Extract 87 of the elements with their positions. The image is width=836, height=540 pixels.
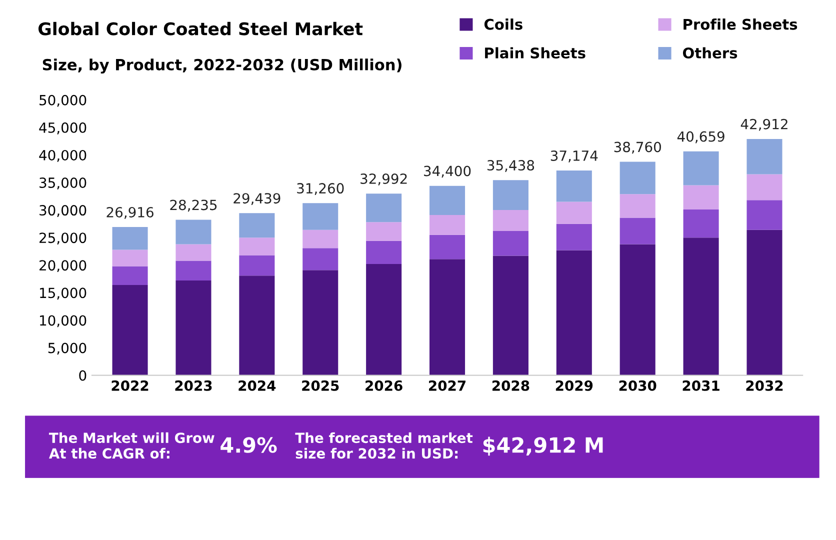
- y-tick-label: 5,000: [48, 342, 86, 355]
- total-label: 34,400: [424, 166, 471, 178]
- y-tick-label: 50,000: [40, 94, 86, 107]
- bar: [239, 255, 275, 276]
- legend-label: Plain Sheets: [485, 47, 586, 59]
- bar: [112, 227, 148, 250]
- bar: [556, 224, 592, 250]
- total-label: 42,912: [740, 118, 788, 131]
- text: $42,912 M: [483, 436, 603, 456]
- bar: [620, 194, 656, 218]
- x-tick-label: 2032: [746, 380, 783, 391]
- bar: [746, 230, 782, 376]
- bar: [556, 202, 592, 224]
- total-label: 40,659: [677, 131, 724, 144]
- chart-subtitle: Size, by Product, 2022-2032 (USD Million): [42, 58, 402, 74]
- total-label: 28,235: [170, 200, 217, 212]
- x-tick-label: 2025: [302, 380, 339, 391]
- bar: [302, 230, 338, 248]
- bar: [176, 260, 212, 281]
- total-label: 26,916: [106, 206, 154, 219]
- bar: [492, 230, 528, 256]
- x-tick-label: 2026: [366, 380, 402, 391]
- bar: [620, 162, 656, 194]
- y-tick-label: 0: [79, 370, 86, 381]
- total-label: 38,760: [614, 142, 661, 154]
- bar: [746, 138, 782, 174]
- bar: [302, 248, 338, 270]
- bar: [239, 238, 275, 256]
- bar: [366, 222, 402, 241]
- bar: [429, 259, 466, 376]
- bar: [429, 215, 466, 235]
- total-label: 32,992: [360, 174, 407, 186]
- x-tick-label: 2022: [112, 380, 148, 391]
- bar: [112, 284, 148, 376]
- bar: [683, 210, 719, 238]
- bar: [683, 151, 719, 186]
- total-label: 37,174: [550, 150, 598, 162]
- bar: [620, 244, 656, 376]
- x-tick-label: 2029: [556, 380, 593, 391]
- y-tick-label: 15,000: [40, 288, 86, 300]
- x-tick-label: 2024: [238, 380, 276, 391]
- legend-label: Others: [682, 47, 738, 59]
- bar: [492, 180, 528, 210]
- total-label: 31,260: [297, 183, 344, 195]
- bar: [556, 250, 592, 376]
- bar: [620, 218, 656, 244]
- bar: [746, 174, 782, 200]
- bar: [302, 270, 338, 376]
- total-label: 35,438: [487, 160, 534, 172]
- legend-label: Profile Sheets: [684, 18, 798, 30]
- bar: [176, 244, 212, 261]
- bar: [556, 170, 592, 202]
- y-tick-label: 30,000: [40, 205, 86, 217]
- x-tick-label: 2027: [429, 380, 466, 391]
- legend-label: Coils: [484, 18, 522, 30]
- x-tick-label: 2023: [175, 380, 212, 391]
- bar: [239, 276, 275, 376]
- total-label: 29,439: [234, 193, 280, 205]
- bar: [239, 213, 275, 238]
- text: The Market will Grow At the CAGR of:: [48, 432, 214, 459]
- bar: [366, 264, 402, 376]
- bar: [366, 194, 402, 222]
- bar: [746, 200, 782, 230]
- bar: [112, 250, 148, 266]
- y-tick-label: 40,000: [39, 150, 86, 162]
- y-tick-label: 35,000: [40, 177, 86, 190]
- bar: [429, 186, 466, 216]
- bar: [112, 266, 148, 285]
- x-tick-label: 2031: [682, 380, 720, 391]
- bar: [302, 203, 338, 230]
- bar: [366, 240, 402, 264]
- bar: [492, 256, 528, 376]
- bar: [176, 220, 212, 244]
- y-tick-label: 25,000: [40, 232, 86, 244]
- bar: [683, 185, 719, 210]
- chart-title: Global Color Coated Steel Market: [38, 22, 363, 36]
- text: 4.9%: [220, 437, 277, 453]
- x-tick-label: 2030: [619, 380, 656, 391]
- x-tick-label: 2028: [492, 380, 530, 391]
- bar: [429, 234, 466, 260]
- y-tick-label: 20,000: [40, 260, 86, 272]
- bar: [176, 280, 212, 376]
- bar: [492, 210, 528, 231]
- y-tick-label: 45,000: [39, 122, 86, 134]
- bar: [683, 238, 719, 376]
- text: The forecasted market size for 2032 in USD:: [295, 432, 473, 459]
- y-tick-label: 10,000: [40, 315, 86, 328]
